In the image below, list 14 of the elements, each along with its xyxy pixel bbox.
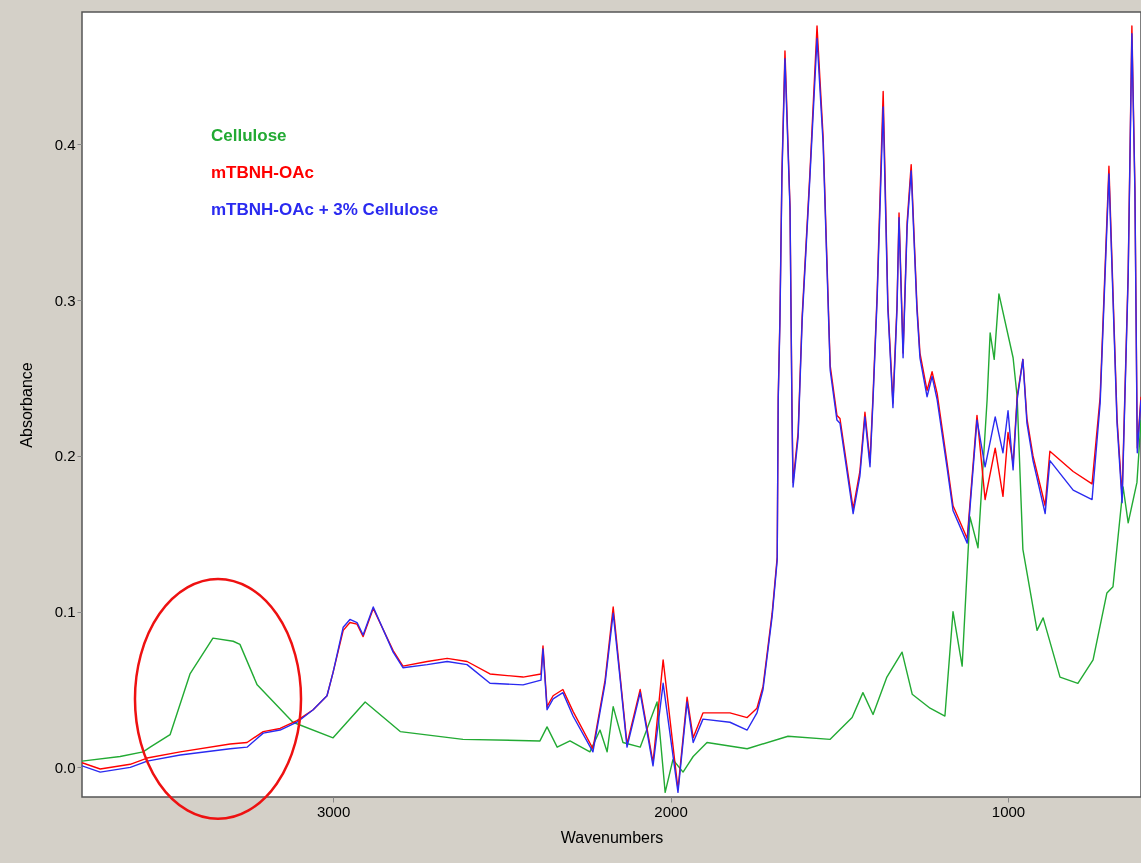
- x-tick-label: 1000: [991, 802, 1026, 820]
- y-axis-title: Absorbance: [17, 362, 35, 448]
- text: mTBNH-OAc: [211, 162, 314, 182]
- text: Cellulose: [211, 125, 287, 145]
- x-axis-title: Wavenumbers: [560, 828, 664, 846]
- text: mTBNH-OAc + 3% Cellulose: [211, 199, 439, 219]
- y-tick-label: 0.1: [54, 603, 76, 621]
- line-series: [82, 293, 1141, 794]
- y-tick-label: 0.0: [54, 758, 76, 776]
- x-tick-label: 2000: [654, 802, 688, 820]
- y-tick-label: 0.4: [54, 135, 76, 153]
- y-tick-label: 0.2: [54, 447, 76, 465]
- x-tick-label: 3000: [316, 802, 351, 820]
- y-tick-label: 0.3: [54, 291, 76, 309]
